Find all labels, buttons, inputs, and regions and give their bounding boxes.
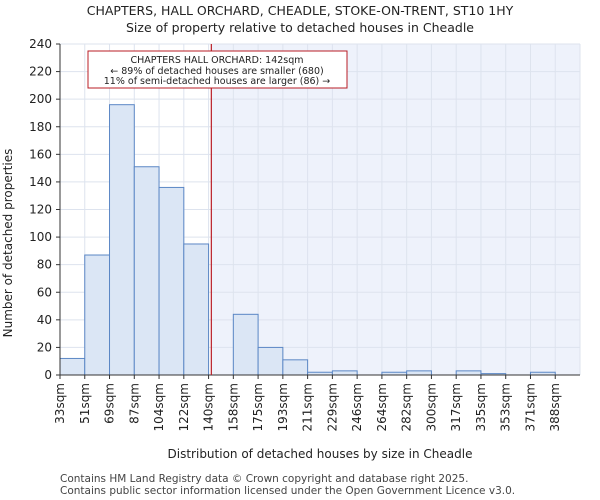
annotation-text-line2: ← 89% of detached houses are smaller (68… [110,66,323,77]
y-tick-label: 160 [29,147,52,161]
annotation-box [87,50,348,89]
x-tick-label: 140sqm [202,383,216,431]
x-tick-label: 335sqm [474,383,488,431]
y-tick-label: 180 [29,120,52,134]
annotation-text-line3: 11% of semi-detached houses are larger (… [104,76,331,87]
chart-title: CHAPTERS, HALL ORCHARD, CHEADLE, STOKE-O… [86,3,514,18]
x-tick-label: 175sqm [251,383,265,431]
annotation-text-line1: CHAPTERS HALL ORCHARD: 142sqm [130,55,303,66]
x-tick-label: 33sqm [53,383,67,424]
x-tick-label: 69sqm [103,383,117,424]
y-tick-label: 140 [29,175,52,189]
bar [133,166,160,376]
bar [183,243,210,376]
bar [406,370,432,376]
footer-line-2: Contains public sector information licen… [60,485,516,497]
bar [232,313,259,376]
x-tick-label: 282sqm [400,383,414,431]
y-axis-label: Number of detached properties [1,149,15,338]
y-tick-label: 40 [37,313,52,327]
footer-line-1: Contains HM Land Registry data © Crown c… [60,473,469,485]
bar [59,357,86,376]
bar [84,254,111,376]
x-tick-label: 87sqm [127,383,141,424]
y-tick-label: 20 [37,340,52,354]
y-tick-label: 100 [29,230,52,244]
y-tick-label: 60 [37,285,52,299]
x-tick-label: 246sqm [350,383,364,431]
y-tick-label: 120 [29,203,52,217]
y-tick-label: 80 [37,258,52,272]
bar [282,359,309,376]
x-tick-label: 371sqm [523,383,537,431]
chart-subtitle: Size of property relative to detached ho… [125,20,474,35]
y-tick-label: 240 [29,37,52,51]
bar [257,346,284,376]
x-axis-label: Distribution of detached houses by size … [168,447,473,461]
x-tick-label: 388sqm [548,383,562,431]
x-tick-label: 353sqm [499,383,513,431]
bar [158,186,185,376]
x-tick-label: 300sqm [424,383,438,431]
y-tick-label: 0 [44,368,52,382]
x-tick-label: 211sqm [301,383,315,431]
x-tick-label: 264sqm [375,383,389,431]
x-tick-label: 51sqm [78,383,92,424]
x-tick-label: 122sqm [177,383,191,431]
y-tick-label: 220 [29,65,52,79]
bar [455,370,482,376]
y-tick-label: 200 [29,92,52,106]
x-tick-label: 193sqm [276,383,290,431]
x-tick-label: 229sqm [325,383,339,431]
x-tick-label: 158sqm [226,383,240,431]
x-tick-label: 104sqm [152,383,166,431]
bar [109,104,135,376]
bar [331,370,358,376]
x-tick-label: 317sqm [449,383,463,431]
